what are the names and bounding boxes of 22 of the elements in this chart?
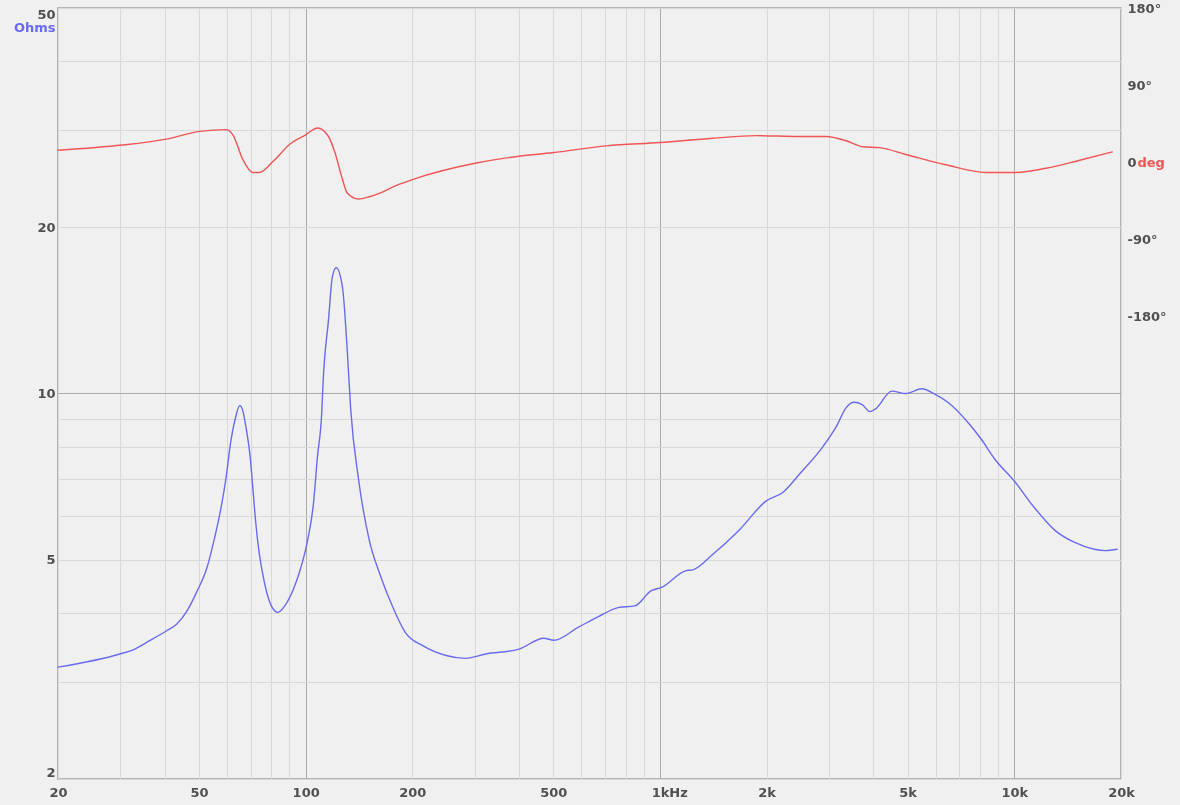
y-axis-title: Ohms	[13, 19, 56, 35]
x-tick-label: 200	[399, 784, 427, 800]
y-tick-label: 10	[37, 386, 56, 401]
y2-tick-label: 0	[1127, 154, 1137, 170]
x-tick-label: 50	[190, 784, 209, 800]
x-tick-label: 1k	[651, 784, 670, 800]
x-tick-label: 20k	[1108, 784, 1136, 800]
x-axis-title: Hz	[669, 784, 688, 800]
x-tick-label: 100	[292, 784, 320, 800]
x-tick-label: 5k	[899, 784, 918, 800]
y-tick-label: 5	[46, 552, 56, 568]
y-tick-label: 50	[37, 6, 56, 22]
y2-tick-label: 90°	[1127, 77, 1153, 93]
x-tick-label: 10k	[1001, 784, 1029, 800]
x-tick-label: 500	[540, 784, 568, 800]
y-tick-label: 2	[46, 764, 56, 780]
x-tick-label: 2k	[758, 784, 777, 800]
y-tick-label: 20	[37, 219, 56, 235]
y2-tick-label: 180°	[1127, 0, 1162, 16]
y2-tick-label: -90°	[1127, 231, 1158, 247]
y2-axis-title: deg	[1137, 154, 1165, 170]
y2-tick-label: -180°	[1127, 308, 1167, 324]
